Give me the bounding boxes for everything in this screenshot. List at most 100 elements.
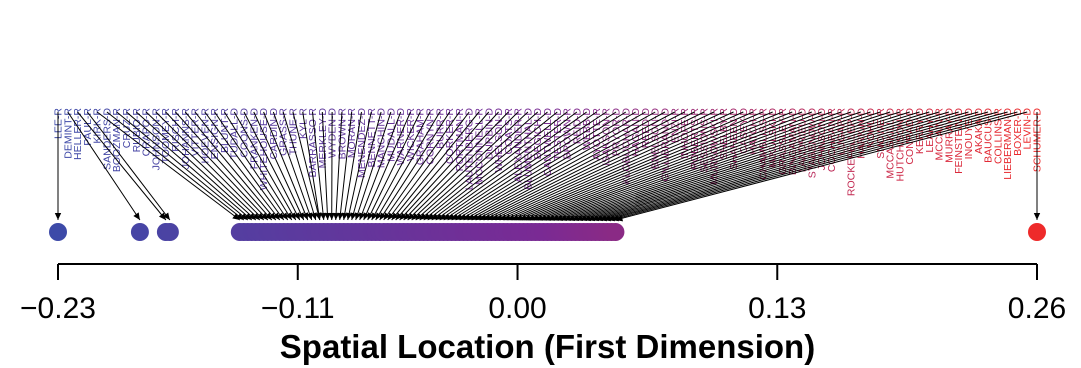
senator-label: LEVIN-D — [1022, 108, 1034, 150]
data-point — [49, 223, 67, 241]
label-pointer — [194, 111, 281, 221]
pointer-arrowhead — [297, 212, 304, 220]
label-pointer — [399, 111, 499, 221]
pointer-arrowhead — [293, 212, 300, 220]
label-pointer — [423, 111, 558, 221]
pointer-arrowhead — [387, 212, 395, 220]
label-pointer — [519, 111, 793, 221]
label-pointer — [302, 111, 321, 221]
pointer-arrowhead — [256, 212, 264, 220]
label-pointer — [347, 111, 372, 221]
pointer-arrowhead — [319, 212, 327, 220]
label-pointer — [463, 111, 656, 221]
label-pointer — [523, 111, 803, 221]
label-pointer — [515, 111, 783, 221]
label-pointer — [451, 111, 627, 221]
label-pointer — [367, 111, 421, 221]
label-pointer — [471, 111, 676, 221]
label-pointer — [535, 111, 832, 221]
pointer-arrowhead — [407, 212, 415, 220]
x-tick-label: −0.23 — [20, 292, 96, 325]
label-pointer — [487, 111, 715, 221]
label-pointer — [503, 111, 754, 221]
label-pointer — [335, 111, 343, 221]
label-pointer — [184, 111, 277, 221]
label-pointer — [243, 111, 301, 221]
pointer-arrowhead — [158, 212, 166, 220]
pointer-arrowhead — [244, 213, 252, 220]
label-pointer — [563, 111, 901, 221]
label-pointer — [292, 111, 321, 221]
senator-label: BOOZMAN-R — [111, 108, 123, 173]
senator-label: LIEBERMAN-D — [1002, 108, 1014, 180]
pointer-arrowhead — [341, 212, 349, 220]
label-pointer — [587, 111, 959, 221]
label-pointer — [116, 111, 249, 221]
pointer-arrowhead — [248, 212, 256, 220]
label-pointer — [615, 111, 1028, 221]
senator-label: GRASS-R — [278, 108, 290, 156]
pointer-arrowhead — [277, 212, 284, 220]
label-pointer — [383, 111, 460, 221]
senator-label: MORAN-R — [346, 108, 358, 159]
senator-label: BROWN-R — [336, 108, 348, 160]
senator-label: COLLINS-R — [992, 108, 1004, 164]
data-point — [606, 223, 625, 241]
senator-label: ROBERTS-R — [689, 108, 701, 170]
label-pointer — [253, 111, 305, 221]
label-pointer — [499, 111, 744, 221]
label-pointer — [282, 111, 317, 221]
pointer-arrowhead — [54, 213, 62, 220]
pointer-arrowhead — [252, 212, 260, 220]
label-pointer — [175, 111, 273, 221]
pointer-arrowhead — [337, 212, 344, 220]
label-pointer — [233, 111, 297, 221]
label-pointer — [387, 111, 470, 221]
x-axis: −0.23 −0.11 0.00 0.13 0.26 — [20, 263, 1066, 325]
label-pointer — [363, 111, 411, 221]
senator-label: TOOMEY-R — [160, 108, 172, 164]
label-pointer — [479, 111, 695, 221]
label-pointer — [431, 111, 578, 221]
data-points — [49, 223, 1046, 241]
senator-label: WARNER-D — [395, 108, 407, 166]
x-axis-title: Spatial Location (First Dimension) — [280, 328, 815, 365]
senator-label: RISCH-R — [170, 108, 182, 152]
label-pointer — [155, 111, 265, 221]
label-pointer — [77, 111, 167, 221]
label-pointer — [475, 111, 685, 221]
label-pointer — [224, 111, 293, 221]
label-pointer — [339, 111, 353, 221]
senator-label: BLUNT-R — [219, 108, 231, 153]
pointer-arrowhead — [375, 212, 383, 220]
pointer-arrowhead — [289, 212, 296, 220]
pointer-arrowhead — [264, 212, 272, 220]
label-pointer — [495, 111, 734, 221]
senator-label: ENSIGN-R — [209, 108, 221, 160]
label-pointer — [403, 111, 509, 221]
pointer-arrowhead — [281, 212, 288, 220]
senator-label: WYDEN-D — [327, 108, 339, 159]
pointer-arrowhead — [367, 212, 374, 220]
senator-label: PORTMAN-R — [454, 108, 466, 172]
label-pointer — [263, 111, 309, 221]
pointer-arrowhead — [379, 212, 387, 220]
label-pointer — [419, 111, 548, 221]
label-pointer — [407, 111, 519, 221]
label-pointer — [427, 111, 568, 221]
senator-label: MERKLEY-D — [317, 108, 329, 169]
data-point — [1028, 223, 1046, 241]
x-tick-label: 0.00 — [488, 292, 546, 325]
pointer-arrowhead — [346, 212, 353, 220]
pointer-arrowhead — [615, 215, 624, 222]
label-pointer — [459, 111, 646, 221]
senator-label: BEGICH-D — [532, 108, 544, 160]
x-tick-label: −0.11 — [261, 292, 335, 325]
pointer-arrowhead — [328, 212, 335, 220]
label-pointer — [204, 111, 285, 221]
senator-label: DEMINT-R — [62, 108, 74, 159]
label-pointer — [555, 111, 881, 221]
label-pointer — [379, 111, 451, 221]
label-pointer — [415, 111, 539, 221]
